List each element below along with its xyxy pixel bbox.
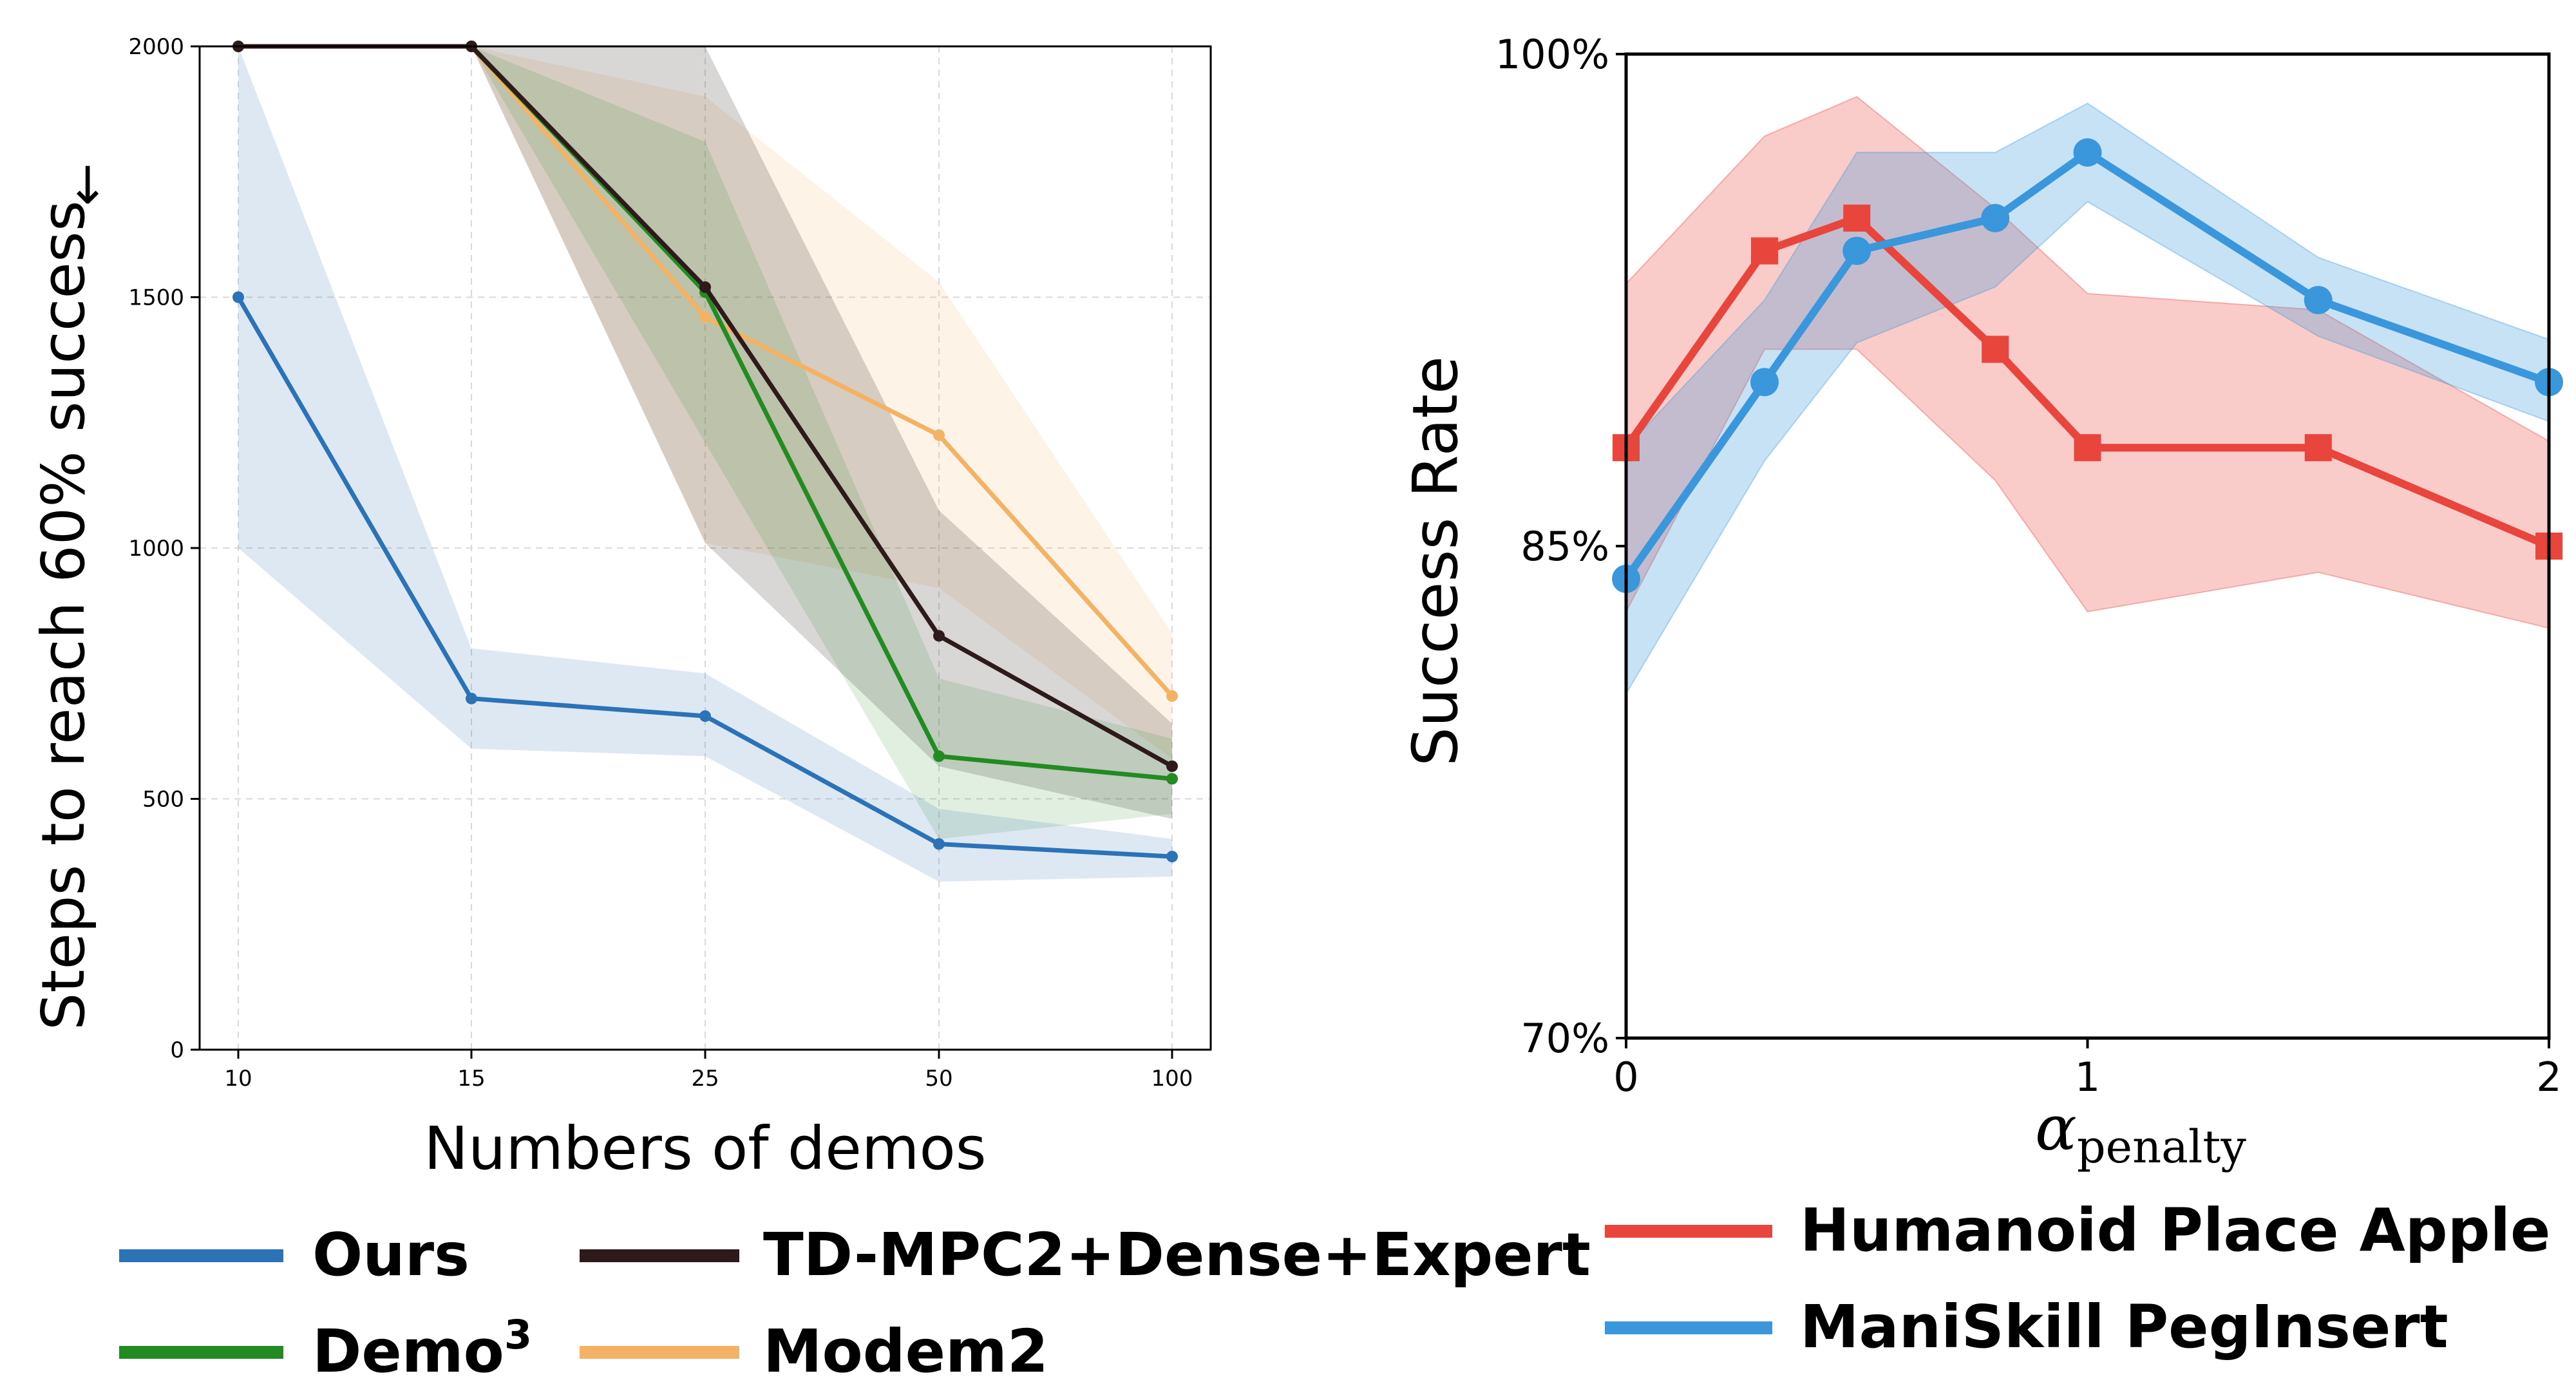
point-ours [466, 692, 477, 705]
legend-right: Humanoid Place Apple ManiSkill PegInsert [1605, 1196, 2550, 1361]
point-ours [1166, 851, 1178, 863]
point-humanoid-place-apple [1750, 237, 1778, 265]
legend-left: Ours TD-MPC2+Dense+Expert Demo3 Modem2 [119, 1220, 1591, 1386]
left-grid [200, 46, 1211, 1050]
chart-success-vs-penalty: 70% 85% 100% 0 1 2 αpenalty Success Rate [1399, 31, 2563, 1173]
right-x-tick-label: 2 [2536, 1054, 2561, 1101]
point-humanoid-place-apple [2074, 434, 2101, 462]
point-demo [933, 750, 945, 762]
legend-label-td-mpc2-dense-expert: TD-MPC2+Dense+Expert [763, 1220, 1591, 1289]
point-demo [1166, 773, 1178, 785]
left-tick-labels: 0 500 1000 1500 2000 10 15 25 50 100 [128, 34, 1193, 1092]
point-maniskill-peginsert [2304, 286, 2333, 314]
point-ours [699, 710, 711, 722]
point-humanoid-place-apple [2304, 434, 2332, 462]
point-modem2 [1166, 690, 1178, 702]
left-y-tick-label: 500 [142, 787, 184, 813]
left-y-tick-label: 2000 [128, 34, 184, 60]
point-humanoid-place-apple [1843, 204, 1871, 232]
band-demo [238, 46, 1172, 839]
left-x-tick-label: 100 [1151, 1066, 1193, 1092]
right-y-tick-label: 70% [1520, 1015, 1609, 1062]
left-y-axis-arrow: ↓ [66, 156, 109, 216]
point-modem2 [933, 429, 945, 441]
left-x-tick-label: 10 [224, 1066, 252, 1092]
right-y-axis-label: Success Rate [1399, 356, 1472, 766]
right-tick-labels: 70% 85% 100% 0 1 2 [1495, 31, 2562, 1101]
point-td-mpc2-dense-expert [699, 281, 711, 293]
legend-label-ours: Ours [312, 1220, 469, 1289]
right-y-axis-label-group: Success Rate [1399, 356, 1472, 766]
legend-label-maniskill-peginsert: ManiSkill PegInsert [1800, 1292, 2448, 1361]
right-y-tick-label: 85% [1520, 523, 1609, 570]
right-x-tick-label: 1 [2075, 1054, 2100, 1101]
band-modem2 [238, 46, 1172, 759]
left-y-tick-label: 1000 [128, 536, 184, 562]
left-x-tick-label: 50 [925, 1066, 952, 1092]
right-y-tick-label: 100% [1495, 31, 1609, 78]
point-ours [232, 291, 244, 303]
point-maniskill-peginsert [1842, 236, 1871, 265]
left-x-axis-label: Numbers of demos [424, 1114, 987, 1183]
left-x-tick-label: 25 [691, 1066, 719, 1092]
left-y-axis-label-group: Steps to reach 60% success [29, 200, 98, 1030]
point-maniskill-peginsert [2073, 138, 2102, 167]
legend-label-humanoid-place-apple: Humanoid Place Apple [1800, 1196, 2550, 1265]
left-x-tick-label: 15 [457, 1066, 485, 1092]
point-modem2 [699, 311, 711, 323]
point-maniskill-peginsert [1750, 368, 1779, 397]
left-y-tick-label: 1500 [128, 285, 184, 311]
left-confidence-bands [238, 46, 1172, 882]
band-td-mpc2-dense-expert [238, 46, 1172, 819]
band-ours [238, 46, 1172, 882]
left-y-tick-label: 0 [170, 1037, 184, 1063]
point-td-mpc2-dense-expert [933, 630, 945, 642]
point-maniskill-peginsert [1981, 203, 2010, 232]
point-ours [933, 838, 945, 850]
right-x-tick-label: 0 [1613, 1054, 1638, 1101]
point-td-mpc2-dense-expert [1166, 760, 1178, 772]
left-y-axis-label: Steps to reach 60% success [29, 200, 98, 1030]
legend-label-modem2: Modem2 [763, 1317, 1048, 1386]
point-humanoid-place-apple [1982, 336, 2009, 363]
legend-label-demo: Demo3 [312, 1311, 532, 1386]
chart-steps-vs-demos: 0 500 1000 1500 2000 10 15 25 50 100 Numbers of d… [29, 34, 1212, 1183]
right-x-axis-label: αpenalty [2035, 1092, 2246, 1173]
